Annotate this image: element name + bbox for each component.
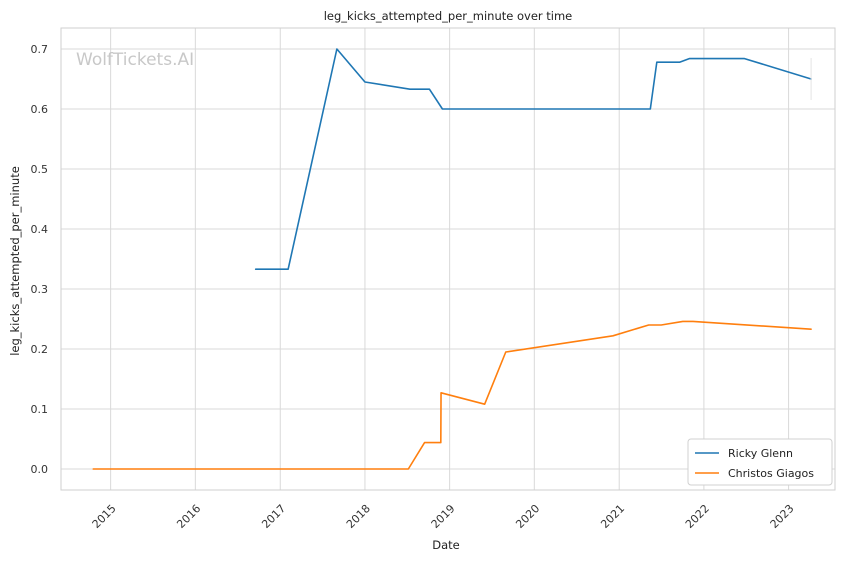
legend: Ricky Glenn Christos Giagos (687, 438, 833, 486)
watermark: WolfTickets.AI (76, 50, 194, 70)
y-tick-label: 0.0 (31, 463, 49, 476)
chart-title: leg_kicks_attempted_per_minute over time (324, 9, 573, 23)
y-axis-title: leg_kicks_attempted_per_minute (8, 166, 22, 356)
x-tick-label: 2019 (429, 502, 458, 531)
x-tick-label: 2015 (90, 502, 119, 531)
plot-area-frame (60, 27, 836, 491)
tick-labels: 0.0 0.1 0.2 0.3 0.4 0.5 0.6 0.7 2015 2016 2017 2018… (31, 43, 797, 531)
legend-label-christos-giagos: Christos Giagos (728, 467, 814, 480)
y-tick-label: 0.1 (31, 403, 49, 416)
series-layer (92, 48, 812, 470)
legend-box (687, 438, 833, 486)
y-tick-label: 0.3 (31, 283, 49, 296)
y-tick-label: 0.5 (31, 163, 49, 176)
x-tick-label: 2016 (174, 502, 203, 531)
x-tick-label: 2020 (513, 502, 542, 531)
x-tick-label: 2021 (598, 502, 627, 531)
series-line-ricky-glenn (254, 48, 812, 271)
x-tick-label: 2018 (344, 502, 373, 531)
x-axis-title: Date (432, 538, 460, 552)
legend-label-ricky-glenn: Ricky Glenn (728, 447, 793, 460)
x-tick-label: 2022 (683, 502, 712, 531)
x-tick-label: 2023 (768, 502, 797, 531)
grid (61, 28, 835, 490)
y-tick-label: 0.7 (31, 43, 49, 56)
y-tick-label: 0.2 (31, 343, 49, 356)
series-line-christos-giagos (92, 320, 812, 470)
y-tick-label: 0.4 (31, 223, 49, 236)
x-tick-label: 2017 (259, 502, 288, 531)
y-tick-label: 0.6 (31, 103, 49, 116)
